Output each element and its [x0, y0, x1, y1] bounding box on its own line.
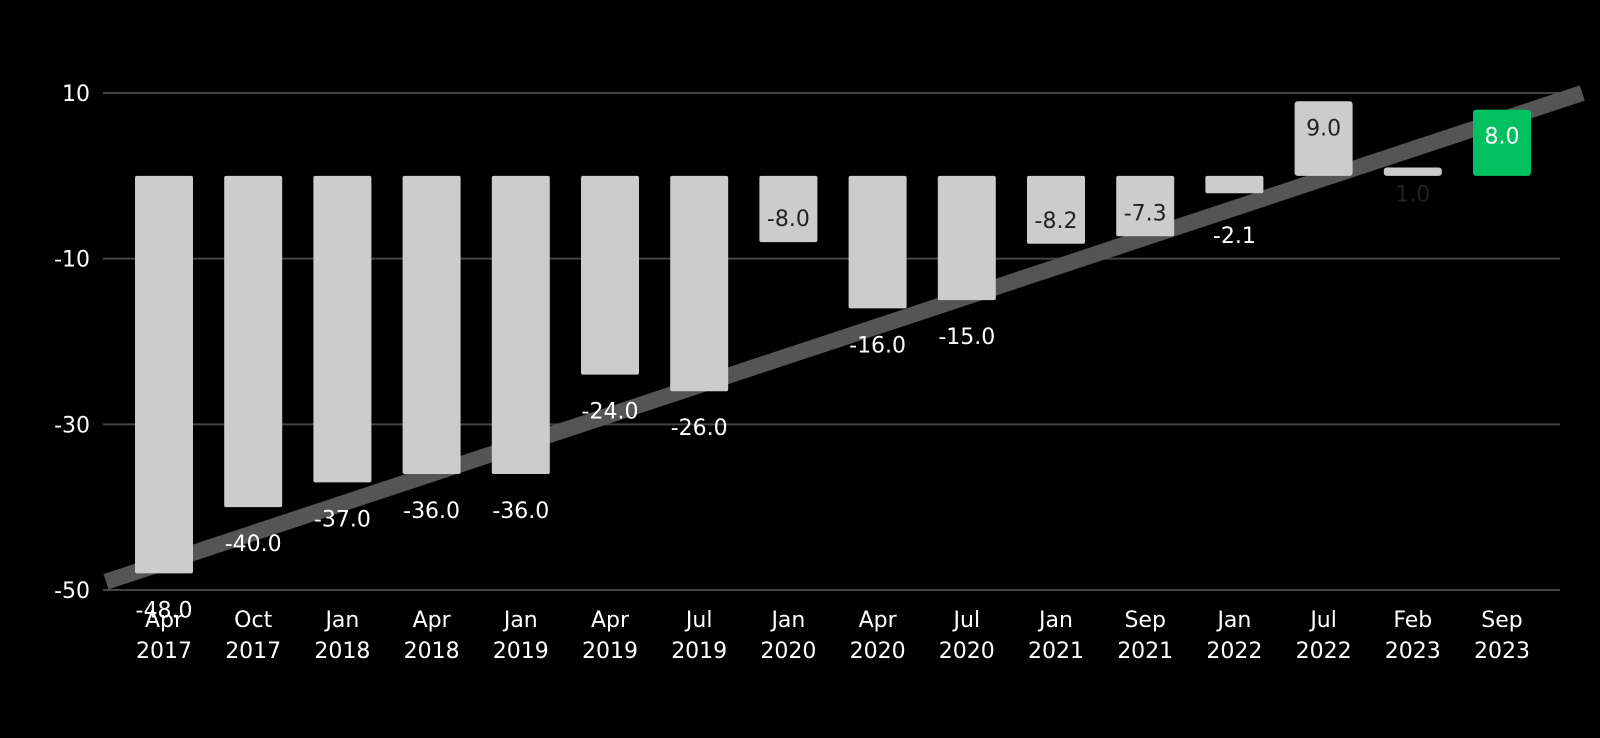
x-tick-label: Jan 2019: [493, 608, 549, 664]
x-tick-label: Sep 2021: [1117, 608, 1173, 664]
x-tick-label: Jul 2022: [1296, 608, 1352, 664]
y-tick-label: -10: [54, 248, 90, 273]
bar-layer: [135, 101, 1531, 574]
x-tick-label: Jan 2022: [1206, 608, 1262, 664]
x-tick-label: Jul 2019: [671, 608, 727, 664]
x-tick-label: Apr 2020: [850, 608, 906, 664]
bar: [1116, 175, 1175, 237]
data-label: -36.0: [492, 499, 549, 524]
bar: [670, 175, 729, 392]
bar: [1294, 101, 1353, 176]
bar: [135, 175, 193, 574]
data-label: -15.0: [938, 325, 995, 350]
y-tick-label: -50: [54, 579, 90, 604]
bar: [224, 175, 283, 508]
data-label: -36.0: [403, 499, 460, 524]
bar: [1383, 167, 1442, 176]
x-tick-label: Apr 2019: [582, 608, 638, 664]
bar: [1205, 175, 1264, 194]
x-tick-label: Apr 2017: [136, 608, 192, 664]
y-tick-label: -30: [54, 413, 90, 438]
bar: [313, 175, 372, 483]
data-label: -24.0: [582, 400, 639, 425]
data-label-layer: -48.0 -40.0 -37.0 -36.0 -36.0 -24.0 -26.0 -8.0 -…: [136, 116, 1520, 623]
data-label: -7.3: [1124, 201, 1167, 226]
bar: [937, 175, 996, 301]
data-label: -40.0: [225, 532, 282, 557]
bar: [1027, 175, 1085, 244]
data-label: -8.0: [767, 207, 810, 232]
data-label: -8.2: [1035, 209, 1078, 234]
data-label: 9.0: [1306, 116, 1341, 141]
bar: [402, 175, 461, 475]
y-axis: 10 -10 -30 -50: [54, 82, 90, 604]
x-tick-label: Sep 2023: [1474, 608, 1530, 664]
x-tick-label: Oct 2017: [225, 608, 281, 664]
data-label: 8.0: [1485, 125, 1520, 150]
data-label: -37.0: [314, 507, 371, 532]
data-label: -48.0: [136, 598, 193, 623]
bar: [491, 175, 550, 475]
x-tick-label: Apr 2018: [404, 608, 460, 664]
data-label: -16.0: [849, 333, 906, 358]
x-tick-label: Jan 2018: [314, 608, 370, 664]
x-tick-label: Feb 2023: [1385, 608, 1441, 664]
bar: [759, 175, 818, 243]
bar: [581, 175, 639, 375]
bar: [848, 175, 907, 309]
data-label: 1.0: [1395, 183, 1430, 208]
x-tick-label: Jan 2021: [1028, 608, 1084, 664]
bar: [1473, 109, 1531, 176]
y-tick-label: 10: [62, 82, 90, 107]
x-axis: Apr 2017 Oct 2017 Jan 2018 Apr 2018 Jan 2019 Apr 20…: [136, 608, 1530, 664]
x-tick-label: Jan 2020: [760, 608, 816, 664]
x-tick-label: Jul 2020: [939, 608, 995, 664]
data-label: -2.1: [1213, 224, 1256, 249]
data-label: -26.0: [671, 416, 728, 441]
